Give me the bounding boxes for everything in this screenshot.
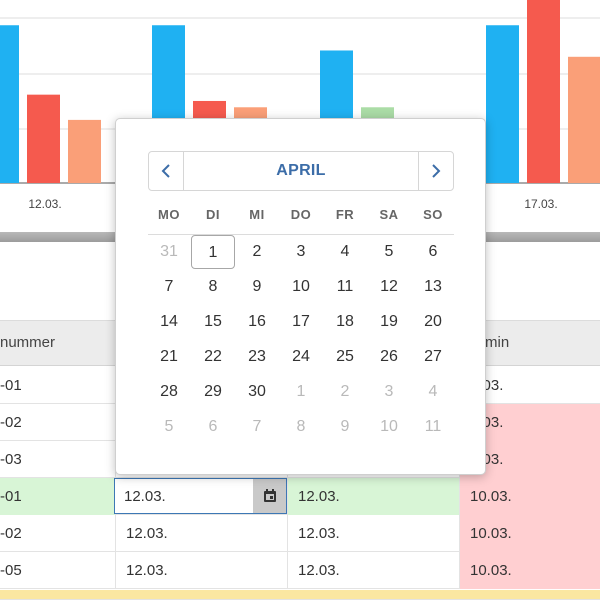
day-cell[interactable]: 6 — [428, 243, 438, 260]
day-cell[interactable]: 7 — [252, 418, 262, 435]
day-cell[interactable]: 23 — [248, 348, 266, 365]
day-cell[interactable]: 1 — [296, 383, 306, 400]
day-cell[interactable]: 10 — [380, 418, 398, 435]
day-cell[interactable]: 30 — [248, 383, 266, 400]
x-tick-label: 12.03. — [28, 197, 61, 211]
day-cell[interactable]: 7 — [164, 278, 174, 295]
day-cell[interactable]: 16 — [248, 313, 266, 330]
day-cell[interactable]: 2 — [252, 243, 262, 260]
bar-series-0-0[interactable] — [0, 25, 19, 183]
weekday-label: DO — [290, 207, 312, 222]
day-cell[interactable]: 14 — [160, 313, 178, 330]
data-table: nummer rmin -01 0.03. -02 0.03. -03 0.03. -01 1… — [0, 320, 600, 600]
day-cell[interactable]: 27 — [424, 348, 442, 365]
table-row[interactable]: -05 12.03. 12.03. 10.03. — [0, 552, 600, 589]
weekday-label: DI — [206, 207, 220, 222]
day-cell[interactable]: 28 — [160, 383, 178, 400]
day-cell[interactable]: 5 — [384, 243, 394, 260]
next-month-button[interactable] — [418, 152, 453, 190]
chevron-left-icon — [161, 164, 170, 178]
day-cell[interactable]: 12 — [380, 278, 398, 295]
bar-series-2-3[interactable] — [568, 56, 600, 183]
day-cell[interactable]: 4 — [428, 383, 438, 400]
weekday-header: MO DI MI DO FR SA SO — [148, 207, 454, 235]
day-cell[interactable]: 22 — [204, 348, 222, 365]
table-row[interactable]: -01 12.03.10.03. — [0, 478, 600, 515]
table-row[interactable] — [0, 590, 600, 600]
weekday-label: SO — [423, 207, 443, 222]
day-cell[interactable]: 9 — [340, 418, 350, 435]
table-cell[interactable]: 10.03. — [459, 478, 600, 515]
day-cell[interactable]: 25 — [336, 348, 354, 365]
table-cell[interactable]: -02 — [0, 414, 22, 431]
table-cell[interactable]: -01 — [0, 478, 115, 515]
open-calendar-button[interactable] — [253, 479, 286, 513]
day-cell[interactable]: 17 — [292, 313, 310, 330]
weekday-label: SA — [379, 207, 399, 222]
day-cell[interactable]: 19 — [380, 313, 398, 330]
datepicker-header: APRIL — [148, 151, 454, 191]
table-cell[interactable]: 12.03. — [287, 478, 459, 515]
day-cell[interactable]: 2 — [340, 383, 350, 400]
calendar-icon — [263, 489, 276, 502]
table-cell[interactable]: -03 — [0, 451, 22, 468]
table-cell[interactable]: 10.03. — [459, 515, 600, 552]
day-cell[interactable]: 4 — [340, 243, 350, 260]
table-cell[interactable]: -02 — [0, 525, 22, 542]
table-cell[interactable]: -05 — [0, 562, 22, 579]
day-cell[interactable]: 8 — [208, 278, 218, 295]
month-title[interactable]: APRIL — [276, 162, 326, 179]
prev-month-button[interactable] — [149, 152, 184, 190]
table-cell[interactable]: 10.03. — [459, 552, 600, 589]
day-cell[interactable]: 13 — [424, 278, 442, 295]
table-cell[interactable]: 12.03. — [287, 552, 459, 589]
chevron-right-icon — [432, 164, 441, 178]
datepicker-popup: APRIL MO DI MI DO FR SA SO 31 1 2 3 4 5 6 7 8 9 10 11 12 13… — [115, 118, 486, 475]
weekday-label: MO — [158, 207, 180, 222]
weekday-label: MI — [249, 207, 265, 222]
day-cell[interactable]: 21 — [160, 348, 178, 365]
day-cell[interactable]: 5 — [164, 418, 174, 435]
day-cell[interactable]: 3 — [296, 243, 306, 260]
column-header-termin[interactable]: rmin — [480, 334, 510, 351]
day-cell[interactable]: 31 — [160, 243, 178, 260]
day-cell[interactable]: 26 — [380, 348, 398, 365]
day-cell[interactable]: 29 — [204, 383, 222, 400]
table-cell[interactable]: 12.03. — [115, 515, 287, 552]
bar-series-2-0[interactable] — [68, 119, 101, 183]
day-cell[interactable]: 9 — [252, 278, 262, 295]
table-cell[interactable]: -01 — [0, 377, 22, 394]
day-cell[interactable]: 6 — [208, 418, 218, 435]
table-cell[interactable]: 12.03. — [287, 515, 459, 552]
column-header-nummer[interactable]: nummer — [0, 334, 56, 351]
table-row[interactable]: -02 12.03. 12.03. 10.03. — [0, 515, 600, 552]
day-cell[interactable]: 24 — [292, 348, 310, 365]
day-cell[interactable]: 10 — [292, 278, 310, 295]
day-cell[interactable]: 11 — [424, 418, 442, 435]
bar-series-1-0[interactable] — [27, 94, 60, 183]
day-cell[interactable]: 18 — [336, 313, 354, 330]
day-cell[interactable]: 11 — [336, 278, 354, 295]
bar-series-1-3[interactable] — [527, 0, 560, 183]
day-cell[interactable]: 8 — [296, 418, 306, 435]
x-tick-label: 17.03. — [524, 197, 557, 211]
day-cell[interactable]: 15 — [204, 313, 222, 330]
table-cell[interactable]: 12.03. — [115, 552, 287, 589]
weekday-label: FR — [335, 207, 355, 222]
bar-series-0-3[interactable] — [486, 25, 519, 183]
day-cell[interactable]: 3 — [384, 383, 394, 400]
day-cell-today[interactable]: 1 — [191, 235, 235, 269]
day-cell[interactable]: 20 — [424, 313, 442, 330]
